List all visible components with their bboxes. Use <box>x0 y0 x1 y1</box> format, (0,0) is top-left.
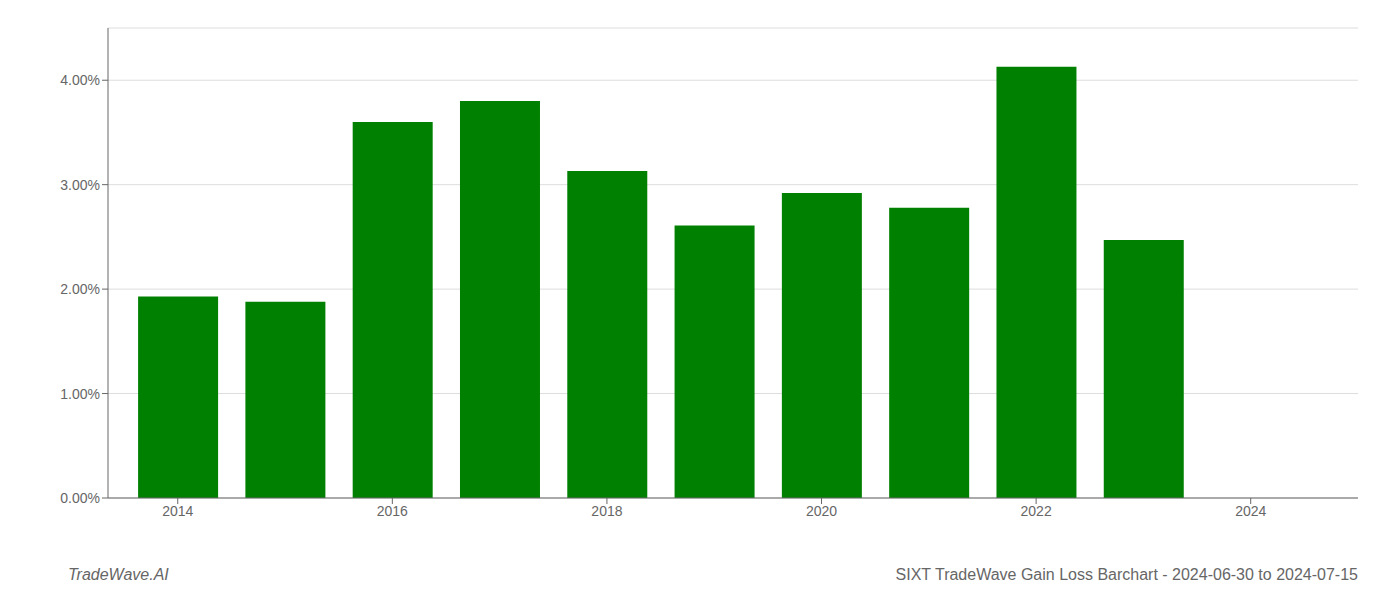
svg-text:0.00%: 0.00% <box>60 490 100 506</box>
svg-text:4.00%: 4.00% <box>60 72 100 88</box>
svg-text:2022: 2022 <box>1021 503 1052 519</box>
svg-text:2018: 2018 <box>591 503 622 519</box>
svg-text:2014: 2014 <box>162 503 193 519</box>
svg-text:2.00%: 2.00% <box>60 281 100 297</box>
svg-text:2016: 2016 <box>377 503 408 519</box>
svg-text:2020: 2020 <box>806 503 837 519</box>
html-text:SIXT TradeWave Gain Loss Barch: SIXT TradeWave Gain Loss Barchart - 2024… <box>895 566 1358 583</box>
svg-text:3.00%: 3.00% <box>60 177 100 193</box>
html-text:TradeWave.AI: TradeWave.AI <box>68 566 169 583</box>
svg-text:2024: 2024 <box>1235 503 1266 519</box>
svg-text:1.00%: 1.00% <box>60 386 100 402</box>
